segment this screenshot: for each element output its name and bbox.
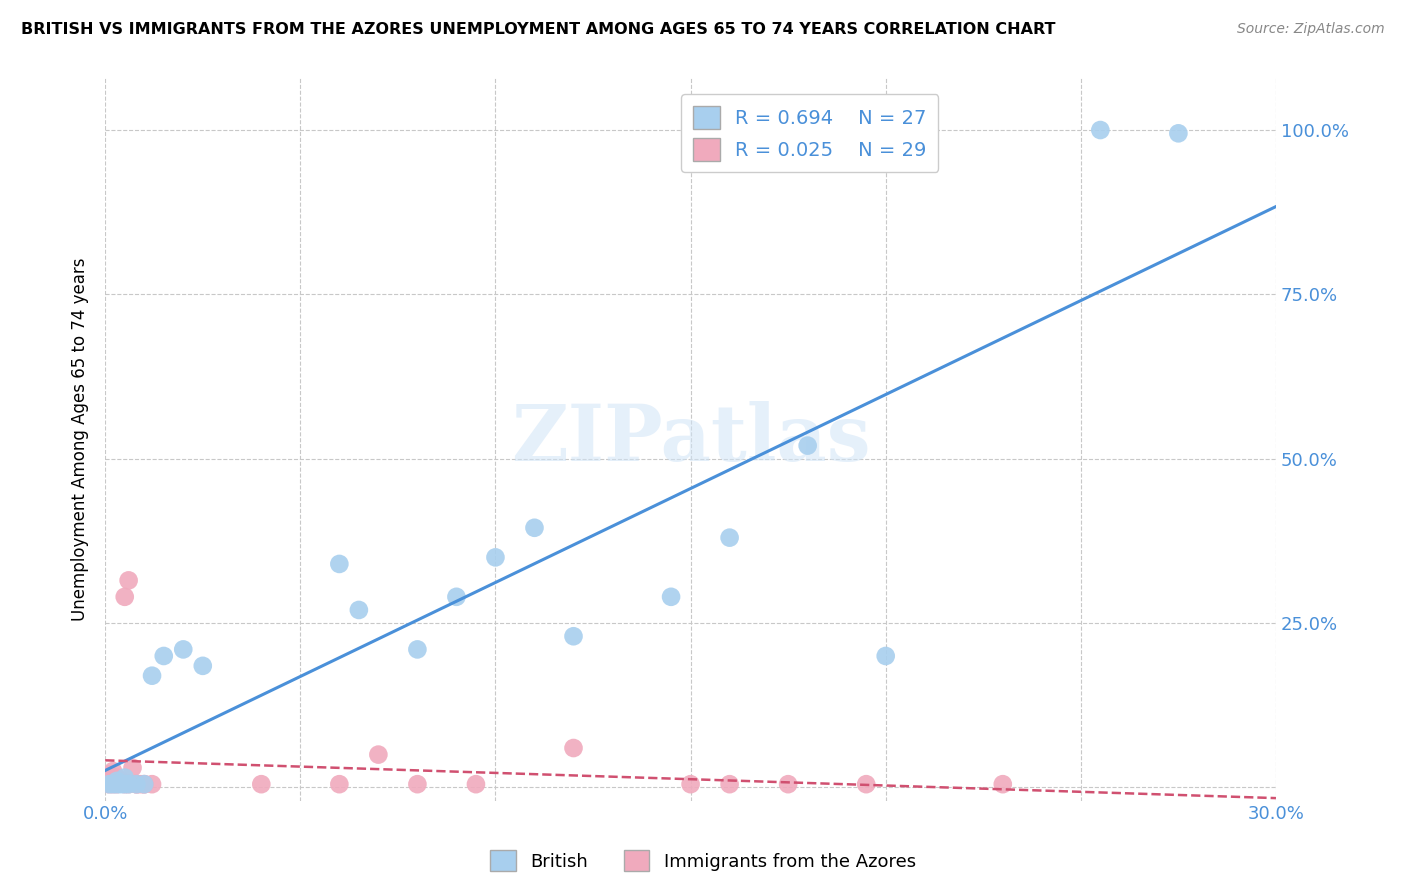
Point: [134, 777, 156, 791]
Text: ZIPatlas: ZIPatlas: [510, 401, 870, 477]
Point: [101, 777, 124, 791]
Point: [105, 777, 128, 791]
Point: [465, 777, 488, 791]
Point: [406, 642, 429, 657]
Point: [98, 767, 121, 781]
Legend: British, Immigrants from the Azores: British, Immigrants from the Azores: [484, 843, 922, 879]
Point: [114, 590, 136, 604]
Point: [98, 777, 121, 791]
Point: [562, 741, 585, 756]
Point: [134, 777, 156, 791]
Legend: R = 0.694    N = 27, R = 0.025    N = 29: R = 0.694 N = 27, R = 0.025 N = 29: [681, 95, 938, 172]
Point: [114, 771, 136, 785]
Text: BRITISH VS IMMIGRANTS FROM THE AZORES UNEMPLOYMENT AMONG AGES 65 TO 74 YEARS COR: BRITISH VS IMMIGRANTS FROM THE AZORES UN…: [21, 22, 1056, 37]
Point: [105, 771, 128, 785]
Point: [101, 764, 124, 778]
Point: [328, 777, 350, 791]
Text: Source: ZipAtlas.com: Source: ZipAtlas.com: [1237, 22, 1385, 37]
Point: [446, 590, 468, 604]
Point: [875, 648, 897, 663]
Point: [172, 642, 194, 657]
Point: [141, 669, 163, 683]
Point: [991, 777, 1014, 791]
Point: [114, 777, 136, 791]
Point: [98, 777, 121, 791]
Point: [125, 777, 148, 791]
Point: [152, 648, 174, 663]
Point: [117, 777, 139, 791]
Point: [718, 777, 741, 791]
Point: [105, 773, 128, 788]
Point: [191, 658, 214, 673]
Point: [718, 531, 741, 545]
Point: [134, 777, 156, 791]
Point: [125, 777, 148, 791]
Point: [101, 777, 124, 791]
Point: [125, 777, 148, 791]
Point: [250, 777, 273, 791]
Point: [778, 777, 800, 791]
Point: [347, 603, 370, 617]
Point: [105, 777, 128, 791]
Y-axis label: Unemployment Among Ages 65 to 74 years: Unemployment Among Ages 65 to 74 years: [72, 257, 89, 621]
Point: [117, 574, 139, 588]
Point: [855, 777, 877, 791]
Point: [129, 777, 152, 791]
Point: [679, 777, 702, 791]
Point: [141, 777, 163, 791]
Point: [562, 629, 585, 643]
Point: [110, 777, 132, 791]
Point: [1167, 126, 1189, 140]
Point: [796, 439, 818, 453]
Point: [1090, 123, 1112, 137]
Point: [110, 773, 132, 788]
Point: [406, 777, 429, 791]
Point: [659, 590, 682, 604]
Point: [367, 747, 389, 762]
Point: [117, 777, 139, 791]
Point: [523, 521, 546, 535]
Point: [114, 777, 136, 791]
Point: [328, 557, 350, 571]
Point: [484, 550, 506, 565]
Point: [121, 761, 143, 775]
